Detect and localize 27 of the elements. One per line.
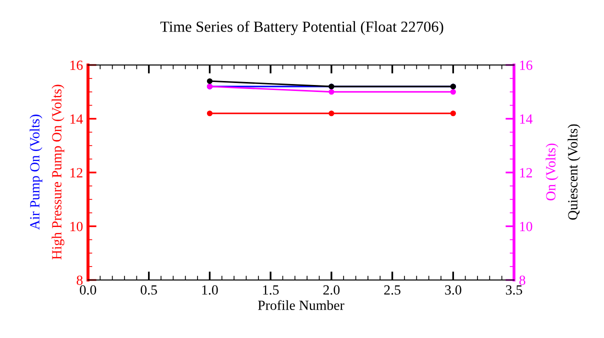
text: Quiescent (Volts)	[568, 124, 580, 220]
chart-title: Time Series of Battery Potential (Float 22706)	[160, 20, 444, 36]
x-tick-label: 3.5	[506, 285, 522, 295]
text: Air Pump On (Volts)	[30, 114, 42, 230]
x-axis-title: Profile Number	[258, 300, 344, 310]
x-tick-label: 1.0	[202, 285, 218, 295]
y-tick-label: 8	[76, 276, 83, 285]
y2-tick-label: 14	[520, 114, 533, 124]
y2-tick-label: 10	[520, 222, 532, 232]
x-tick-label: 1.5	[263, 285, 279, 295]
legend-label: On (Volts)	[546, 144, 558, 200]
y2-tick-label: 8	[519, 276, 526, 285]
x-tick-label: 2.5	[384, 285, 400, 295]
y-tick-label: 12	[70, 168, 82, 178]
point	[450, 89, 456, 95]
y-tick-label: 16	[70, 60, 83, 70]
x-tick-label: 0.5	[140, 285, 157, 295]
x-tick-label: 3.0	[445, 285, 462, 295]
y-tick-label: 14	[70, 114, 83, 124]
y2-tick-label: 12	[520, 168, 532, 178]
point	[206, 78, 212, 84]
text: High Pressure Pump On (Volts)	[52, 84, 64, 260]
point	[328, 89, 334, 95]
y-tick-label: 10	[70, 222, 83, 232]
y2-tick-label: 16	[520, 60, 532, 70]
x-tick-label: 2.0	[323, 285, 340, 295]
x-tick-label: 0.0	[80, 285, 96, 295]
